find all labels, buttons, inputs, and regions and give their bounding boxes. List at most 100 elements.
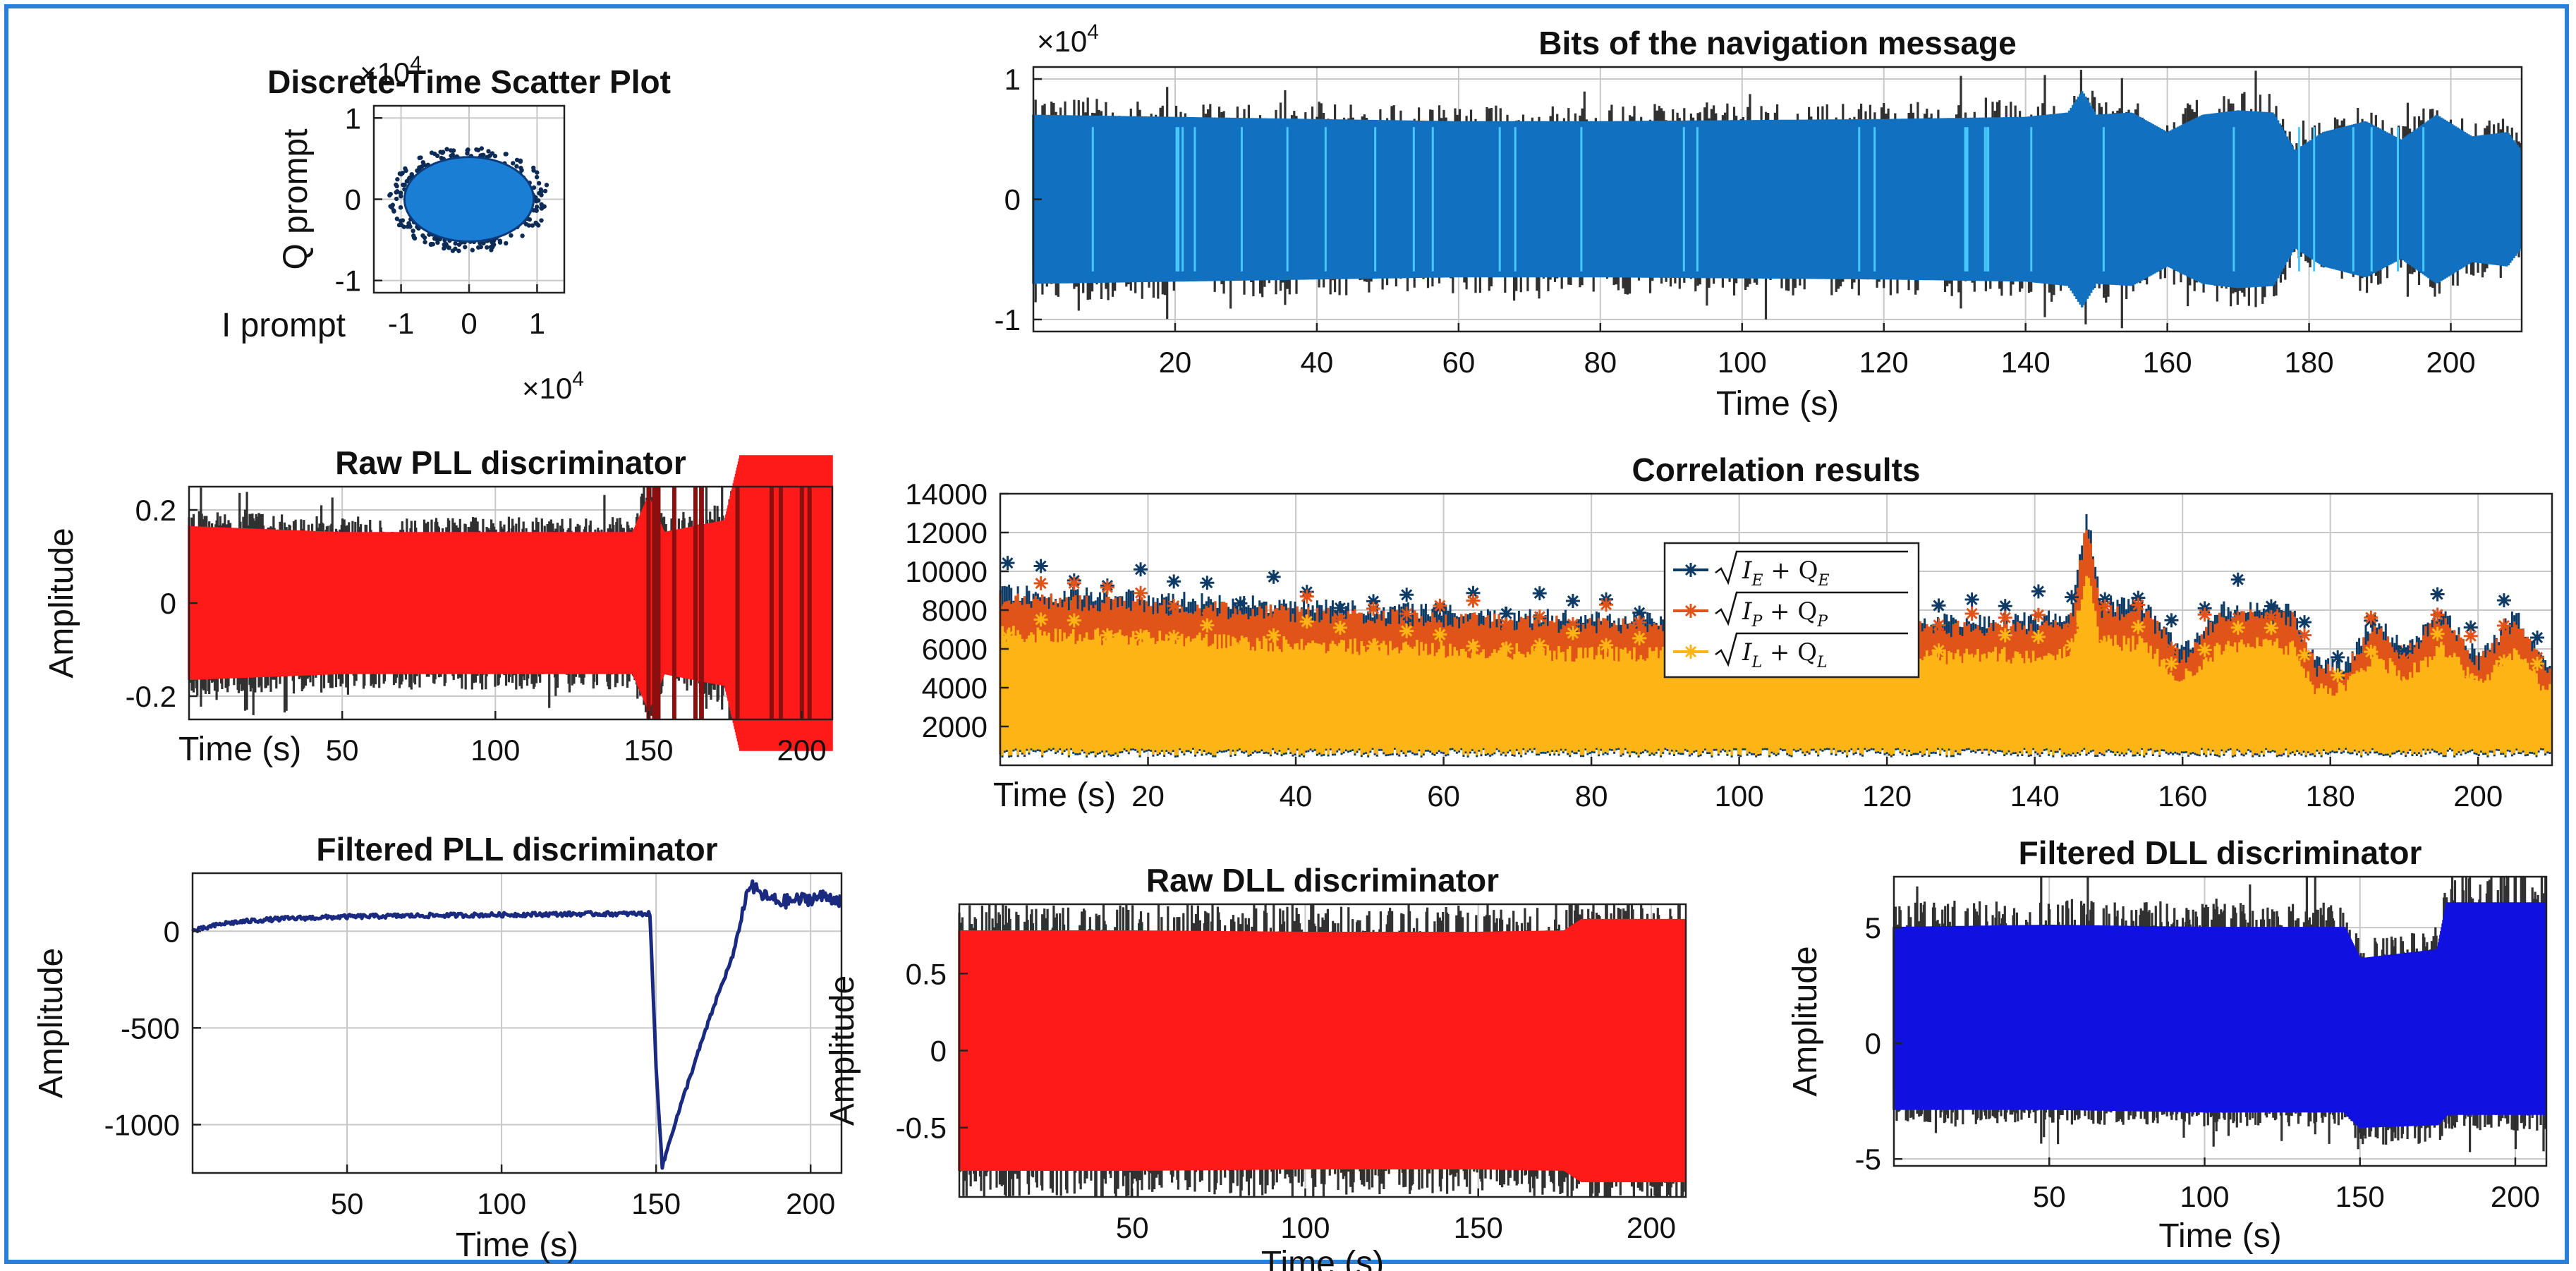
- corr-xtick-label: 20: [1131, 779, 1165, 813]
- scatter-point-outlier: [497, 238, 502, 243]
- corr-marker-early: [1399, 588, 1414, 602]
- pll_raw-xtick-label: 50: [326, 734, 359, 767]
- dll_raw-ytick-label: 0.5: [906, 957, 947, 990]
- scatter-point-outlier: [518, 165, 523, 171]
- corr-marker-late: [2297, 647, 2312, 662]
- scatter-point-outlier: [394, 196, 399, 202]
- corr-marker-early: [1931, 598, 1946, 613]
- dll_raw-ylabel: Amplitude: [824, 975, 861, 1126]
- corr-marker-late: [1200, 618, 1215, 633]
- scatter-point-outlier: [539, 202, 544, 207]
- scatter-point-outlier: [531, 185, 537, 190]
- pll_raw-ylabel: Amplitude: [43, 528, 80, 678]
- corr-xtick-label: 80: [1575, 779, 1608, 813]
- pll_filt-xtick-label: 100: [477, 1187, 526, 1220]
- scatter-point-outlier: [536, 181, 542, 186]
- pll_raw-data: [188, 455, 833, 751]
- corr-marker-prompt: [1931, 618, 1946, 633]
- scatter-point-outlier: [481, 241, 486, 245]
- scatter-point-outlier: [440, 150, 445, 155]
- scatter-point-outlier: [492, 154, 498, 159]
- scatter-point-outlier: [518, 159, 523, 164]
- pll_filt-ytick-label: -1000: [104, 1108, 180, 1141]
- corr-marker-prompt: [1100, 580, 1114, 595]
- corr-chart: 20 40 60 80 100 120 140 160 180 200 2000 4000 6000 80…: [905, 451, 2553, 814]
- scatter-point-outlier: [411, 235, 417, 240]
- corr-marker-late: [2230, 620, 2245, 635]
- corr-marker-late: [2496, 654, 2511, 669]
- corr-marker-early: [1565, 594, 1580, 609]
- scatter-point-outlier: [442, 245, 446, 251]
- nav-y-multiplier: ×104: [1037, 20, 1099, 58]
- scatter-point-outlier: [403, 168, 408, 174]
- corr-ytick-label: 10000: [905, 555, 988, 588]
- corr-xtick-label: 180: [2306, 779, 2355, 813]
- corr-marker-prompt: [1565, 616, 1580, 631]
- scatter-point-outlier: [388, 191, 393, 197]
- corr-marker-prompt: [1433, 598, 1447, 613]
- corr-marker-late: [1067, 613, 1081, 628]
- corr-marker-early: [2331, 650, 2345, 664]
- scatter-point-outlier: [470, 248, 475, 253]
- pll_raw-ytick-label: -0.2: [126, 680, 176, 713]
- nav-xtick-label: 100: [1718, 346, 1767, 379]
- corr-marker-early: [1466, 585, 1481, 600]
- corr-marker-early: [2264, 599, 2278, 614]
- corr-marker-prompt: [1366, 601, 1381, 616]
- corr-marker-prompt: [1067, 576, 1081, 590]
- corr-marker-early: [2530, 630, 2545, 645]
- scatter-point-outlier: [504, 152, 509, 157]
- corr-marker-early: [2430, 587, 2445, 602]
- scatter-point-outlier: [520, 233, 525, 238]
- scatter-point-outlier: [395, 177, 400, 182]
- nav-ytick-label: -1: [995, 303, 1021, 336]
- corr-marker-prompt: [2264, 609, 2278, 624]
- corr-axes-box: [999, 492, 2553, 767]
- corr-marker-prompt: [1266, 613, 1281, 628]
- nav-xtick-label: 180: [2285, 346, 2334, 379]
- scatter-point-outlier: [419, 164, 425, 169]
- corr-marker-prompt: [1532, 609, 1547, 624]
- scatter-point-outlier: [394, 217, 400, 221]
- corr-marker-late: [1000, 629, 1015, 644]
- pll_filt-xtick-label: 200: [786, 1187, 835, 1220]
- corr-marker-late: [1998, 628, 2012, 643]
- corr-marker-early: [2463, 620, 2478, 635]
- pll_filt-axes-box: [191, 872, 843, 1174]
- corr-marker-early: [2230, 572, 2245, 587]
- scatter-data: [387, 146, 549, 253]
- dll_raw-xtick-label: 50: [1116, 1211, 1149, 1244]
- scatter-point-outlier: [423, 240, 427, 245]
- dll_raw-data: [958, 904, 1687, 1197]
- pll_filt-data: [191, 879, 842, 1170]
- corr-marker-late: [2397, 678, 2412, 693]
- dll_filt-ytick-label: 0: [1865, 1027, 1881, 1060]
- pll_filt-plot-area: [193, 873, 842, 1173]
- corr-legend-label-late: IL + QL: [1742, 638, 1828, 671]
- corr-marker-early: [2031, 584, 2046, 599]
- dll_filt-series: [1892, 902, 2547, 1128]
- scatter-x-multiplier: ×104: [522, 367, 584, 405]
- nav-ytick-label: 0: [1004, 183, 1021, 217]
- corr-marker-prompt: [1466, 593, 1481, 608]
- scatter-point-outlier: [453, 246, 458, 251]
- corr-marker-late: [2364, 645, 2378, 659]
- dll_filt-axes-box: [1892, 875, 2548, 1167]
- dll_raw-title: Raw DLL discriminator: [1146, 862, 1499, 899]
- scatter-ytick-label: 1: [345, 102, 361, 135]
- corr-marker-prompt: [1964, 606, 1979, 621]
- pll_raw-axes: 50 100 150 200 -0.2 0 0.2 Raw PLL discriminator…: [43, 444, 834, 768]
- scatter-point-outlier: [394, 183, 399, 189]
- corr-ytick-label: 8000: [922, 594, 988, 627]
- scatter-point-outlier: [402, 182, 407, 188]
- corr-marker-late: [2131, 619, 2146, 634]
- corr-marker-late: [2463, 674, 2478, 688]
- scatter-point-outlier: [490, 151, 495, 156]
- scatter-point-outlier: [479, 146, 485, 151]
- corr-xtick-label: 60: [1427, 779, 1460, 813]
- pll_filt-ytick-label: 0: [164, 915, 180, 948]
- scatter-point-outlier: [535, 170, 540, 175]
- corr-marker-prompt: [1134, 585, 1148, 600]
- scatter-point-outlier: [420, 233, 425, 238]
- corr-title: Correlation results: [1632, 451, 1921, 488]
